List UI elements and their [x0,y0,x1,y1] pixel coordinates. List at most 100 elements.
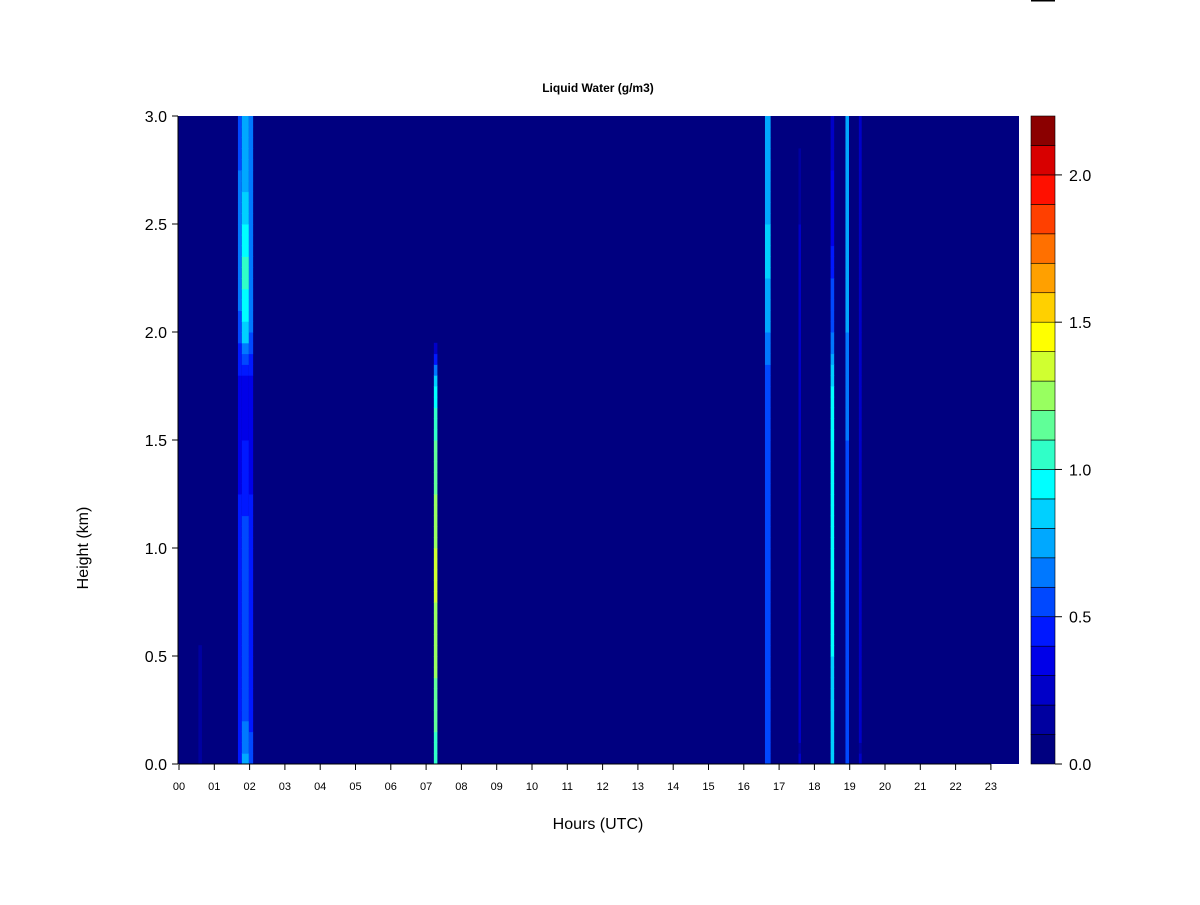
heatmap-cell [845,159,849,171]
heatmap-cell [237,364,242,376]
heatmap-cell [798,558,801,571]
heatmap-cell [845,461,849,473]
heatmap-cell [241,213,249,225]
heatmap-cell [433,688,438,700]
heatmap-cell [798,753,801,765]
heatmap-cell [237,321,242,333]
heatmap-cell [830,515,835,527]
heatmap-cell [241,591,249,603]
heatmap-cell [764,116,771,128]
heatmap-cell [241,256,249,268]
heatmap-cell [798,548,801,560]
colorbar-swatch [1030,351,1056,382]
heatmap-cell [845,342,849,355]
heatmap-cell [845,472,849,484]
heatmap-cell [237,634,242,646]
x-tick-label: 21 [914,781,926,793]
heatmap-cell [830,429,835,441]
heatmap-cell [830,569,835,581]
heatmap-cell [248,548,254,560]
heatmap-cell [830,256,835,268]
heatmap-cell [858,515,862,527]
heatmap-feature [764,116,771,765]
heatmap-cell [858,602,862,614]
heatmap-cell [433,450,438,463]
heatmap-cell [764,710,771,722]
heatmap-cell [858,364,862,376]
heatmap-cell [241,159,249,171]
heatmap-cell [845,332,849,344]
heatmap-cell [248,396,254,409]
heatmap-cell [764,148,771,160]
heatmap-cell [830,159,835,171]
heatmap-cell [830,677,835,689]
heatmap-cell [241,753,249,765]
heatmap-cell [241,170,249,182]
heatmap-cell [845,310,849,322]
heatmap-cell [798,688,801,700]
heatmap-cell [845,180,849,193]
heatmap-cell [830,170,835,182]
heatmap-cell [858,278,862,290]
heatmap-cell [764,742,771,754]
heatmap-cell [237,677,242,689]
colorbar-swatch [1030,586,1056,618]
heatmap-cell [433,407,438,419]
heatmap-cell [198,742,202,754]
colorbar-swatch [1030,616,1056,647]
heatmap-cell [237,396,242,409]
heatmap-cell [830,580,835,592]
heatmap-cell [858,666,862,679]
y-tick-label: 3.0 [145,109,167,126]
heatmap-cell [764,267,771,279]
heatmap-cell [858,656,862,668]
heatmap-cell [241,494,249,506]
heatmap-cell [764,256,771,268]
heatmap-cell [248,450,254,463]
heatmap-cell [764,126,771,139]
heatmap-cell [248,137,254,149]
heatmap-cell [845,720,849,733]
heatmap-cell [248,645,254,657]
heatmap-cell [845,267,849,279]
heatmap-cell [237,699,242,711]
x-tick-label: 14 [667,781,679,793]
heatmap-cell [241,440,249,452]
heatmap-cell [798,202,801,214]
heatmap-cell [237,148,242,160]
heatmap-cell [798,656,801,668]
heatmap-cell [241,148,249,160]
heatmap-cell [830,461,835,473]
heatmap-cell [237,515,242,527]
heatmap-cell [858,710,862,722]
heatmap-cell [858,180,862,193]
heatmap-cell [433,429,438,441]
heatmap-cell [237,504,242,517]
heatmap-cell [241,267,249,279]
heatmap-cell [798,310,801,322]
heatmap-cell [845,116,849,128]
heatmap-cell [248,245,254,257]
heatmap-cell [237,580,242,592]
heatmap-cell [764,623,771,635]
heatmap-cell [237,159,242,171]
heatmap-cell [764,299,771,311]
heatmap-cell [830,375,835,387]
colorbar-swatch [1030,734,1056,765]
heatmap-cell [830,267,835,279]
heatmap-cell [798,461,801,473]
heatmap-cell [858,742,862,754]
heatmap-cell [764,321,771,333]
heatmap-cell [433,548,438,560]
heatmap-cell [845,299,849,311]
heatmap-cell [237,213,242,225]
heatmap-cell [830,180,835,193]
heatmap-cell [845,234,849,247]
heatmap-cell [764,526,771,538]
colorbar-swatch [1030,439,1056,470]
heatmap-cell [248,191,254,203]
heatmap-cell [237,299,242,311]
heatmap-cell [764,245,771,257]
heatmap-cell [798,677,801,689]
x-tick-label: 05 [349,781,361,793]
